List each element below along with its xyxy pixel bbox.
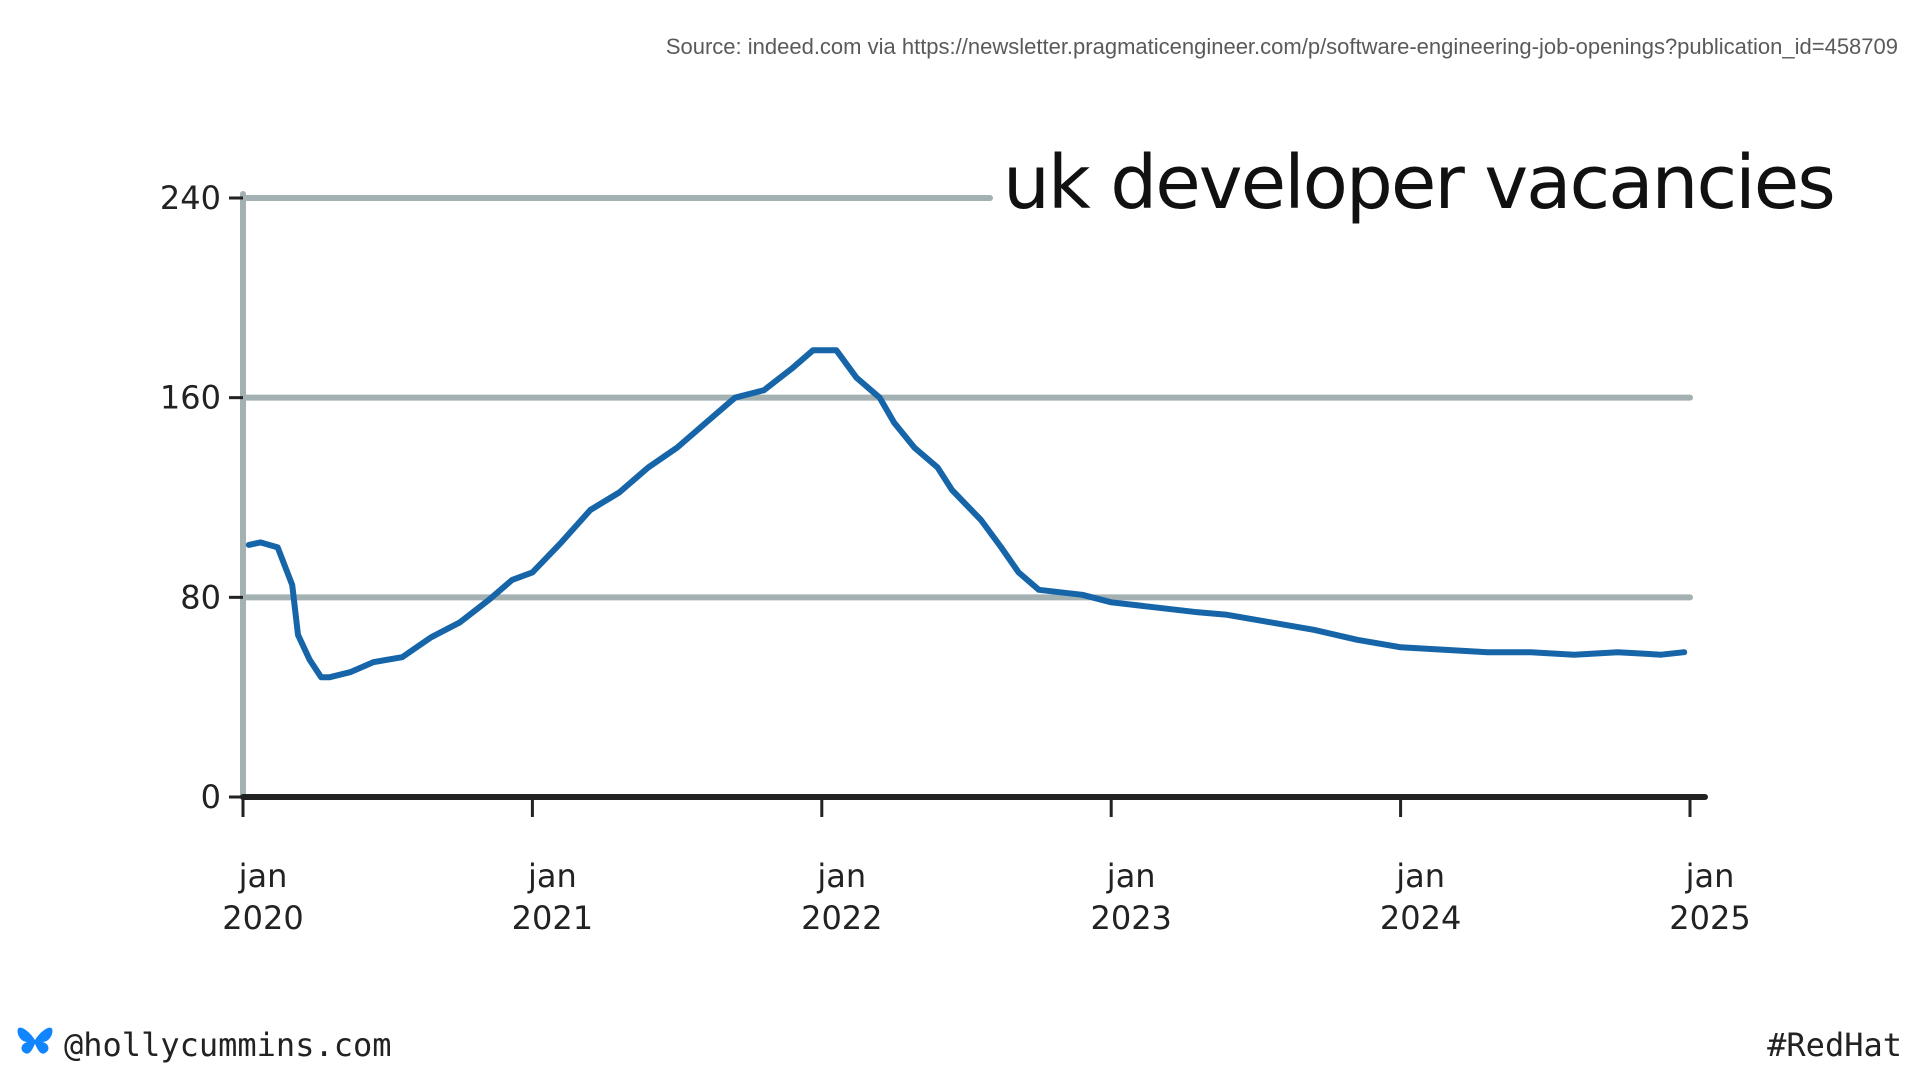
x-tick-label-month: jan: [1106, 857, 1156, 895]
x-tick-label-year: 2023: [1090, 899, 1171, 937]
y-tick-label-0: 0: [201, 778, 221, 816]
x-tick-label-2024: jan 2024: [1380, 857, 1461, 937]
hashtag: #RedHat: [1767, 1026, 1902, 1064]
x-tick-label-year: 2020: [222, 899, 303, 937]
tick-labels: 080160240jan2020jan2021jan2022jan2023jan…: [160, 179, 1751, 937]
x-tick-label-year: 2024: [1380, 899, 1461, 937]
y-tick-label-240: 240: [160, 179, 221, 217]
x-tick-label-month: jan: [1685, 857, 1735, 895]
y-tick-label-80: 80: [180, 578, 221, 616]
x-tick-label-2023: jan 2023: [1090, 857, 1171, 937]
y-tick-label-160: 160: [160, 379, 221, 417]
x-tick-label-month: jan: [816, 857, 866, 895]
x-tick-label-year: 2021: [512, 899, 593, 937]
x-tick-label-month: jan: [1395, 857, 1445, 895]
x-tick-label-2021: jan 2021: [512, 857, 593, 937]
grid-lines: [240, 195, 1693, 601]
x-tick-label-2020: jan 2020: [222, 857, 303, 937]
x-tick-label-month: jan: [238, 857, 288, 895]
series-lines: [245, 347, 1688, 681]
chart-title: uk developer vacancies: [1003, 140, 1836, 226]
x-tick-label-year: 2025: [1669, 899, 1750, 937]
source-citation: Source: indeed.com via https://newslette…: [665, 34, 1898, 59]
x-tick-label-2025: jan 2025: [1669, 857, 1750, 937]
butterfly-icon: [16, 1025, 54, 1064]
footer-left: @hollycummins.com: [16, 1025, 392, 1064]
x-tick-label-year: 2022: [801, 899, 882, 937]
axes: [229, 191, 1708, 817]
x-tick-label-2022: jan 2022: [801, 857, 882, 937]
author-handle: @hollycummins.com: [64, 1025, 392, 1064]
series-line-0: [245, 347, 1688, 681]
x-tick-label-month: jan: [527, 857, 577, 895]
